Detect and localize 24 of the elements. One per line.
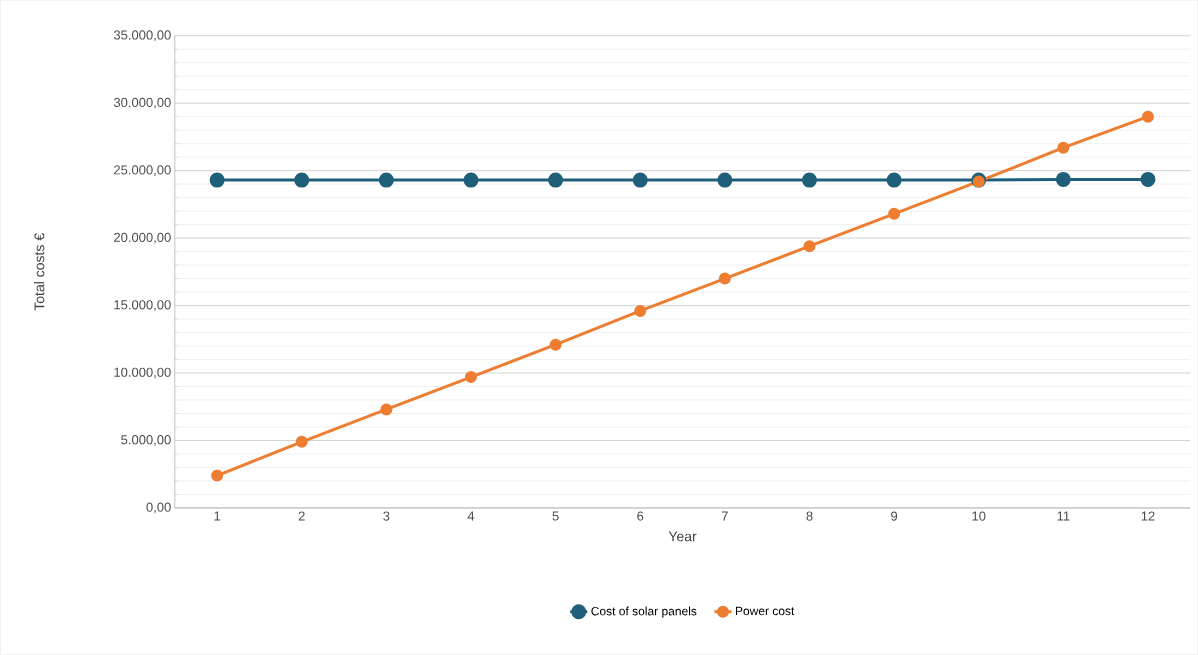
x-axis-title: Year	[668, 531, 697, 542]
x-tick-label: 8	[806, 511, 813, 521]
x-tick-label: 11	[1057, 511, 1070, 521]
legend-label: Power cost	[735, 606, 795, 616]
y-tick-label: 0,00	[146, 502, 171, 514]
x-tick-label: 4	[467, 511, 475, 521]
x-tick-label: 1	[214, 511, 221, 521]
x-tick-label: 12	[1141, 511, 1155, 521]
x-tick-label: 6	[637, 511, 644, 521]
y-tick-label: 25.000,00	[114, 165, 171, 177]
x-tick-label: 5	[552, 511, 559, 521]
x-tick-label: 9	[891, 511, 898, 521]
y-tick-label: 30.000,00	[113, 97, 171, 109]
x-tick-label: 7	[721, 511, 728, 521]
y-tick-label: 35.000,00	[113, 30, 171, 42]
y-tick-label: 5.000,00	[121, 435, 171, 446]
y-tick-label: 15.000,00	[114, 300, 171, 312]
y-axis-title: Total costs €	[34, 233, 45, 311]
legend-label: Cost of solar panels	[591, 606, 697, 618]
y-tick-label: 10.000,00	[114, 367, 171, 379]
y-tick-label: 20.000,00	[114, 232, 171, 244]
x-tick-label: 2	[298, 511, 305, 521]
x-tick-label: 3	[383, 511, 390, 521]
x-tick-label: 10	[972, 511, 986, 521]
